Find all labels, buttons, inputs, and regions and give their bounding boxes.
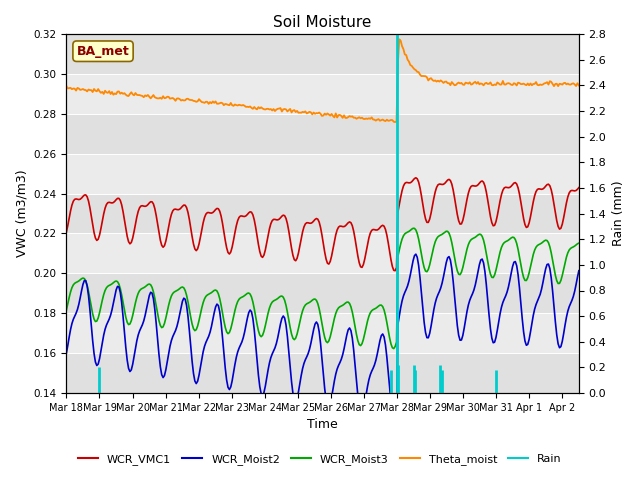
Bar: [67, 193, 579, 233]
Bar: [67, 34, 579, 74]
Bar: [67, 74, 579, 114]
Bar: [67, 114, 579, 154]
Bar: [67, 353, 579, 393]
Bar: [67, 154, 579, 193]
Bar: [67, 233, 579, 274]
Y-axis label: VWC (m3/m3): VWC (m3/m3): [15, 170, 28, 257]
X-axis label: Time: Time: [307, 419, 338, 432]
Text: BA_met: BA_met: [77, 45, 129, 58]
Bar: [67, 313, 579, 353]
Y-axis label: Rain (mm): Rain (mm): [612, 181, 625, 246]
Title: Soil Moisture: Soil Moisture: [273, 15, 372, 30]
Bar: [67, 274, 579, 313]
Legend: WCR_VMC1, WCR_Moist2, WCR_Moist3, Theta_moist, Rain: WCR_VMC1, WCR_Moist2, WCR_Moist3, Theta_…: [74, 450, 566, 469]
